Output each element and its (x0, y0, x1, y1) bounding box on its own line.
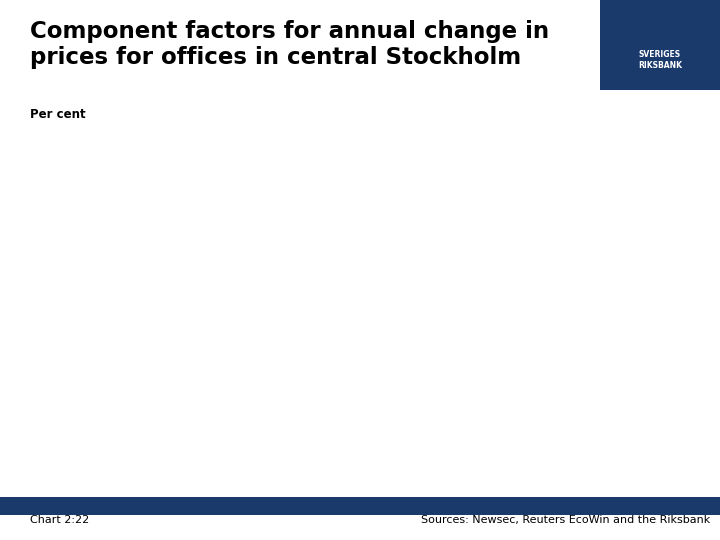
Text: Component factors for annual change in
prices for offices in central Stockholm: Component factors for annual change in p… (30, 20, 549, 69)
Text: Sources: Newsec, Reuters EcoWin and the Riksbank: Sources: Newsec, Reuters EcoWin and the … (420, 515, 710, 525)
Bar (600, 0, 720, 90)
Bar (0, 497, 720, 515)
Text: Per cent: Per cent (30, 108, 86, 121)
Text: Chart 2:22: Chart 2:22 (30, 515, 89, 525)
Text: SVERIGES
RIKSBANK: SVERIGES RIKSBANK (638, 50, 682, 70)
